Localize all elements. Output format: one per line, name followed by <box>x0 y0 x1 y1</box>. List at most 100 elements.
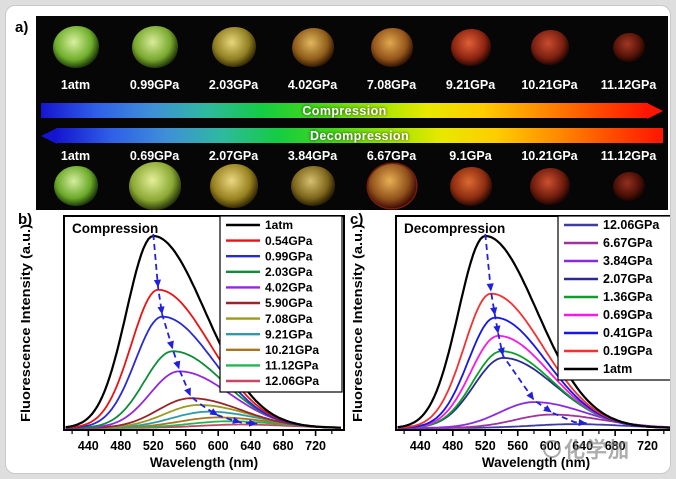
watermark-logo-icon <box>543 440 561 458</box>
sample-photo <box>367 164 416 208</box>
sample-photo <box>612 171 645 201</box>
legend-entry-label: 3.84GPa <box>603 254 653 268</box>
legend-entry-label: 2.07GPa <box>603 272 653 286</box>
pressure-label: 6.67GPa <box>366 148 417 163</box>
x-tick-label: 560 <box>507 439 528 453</box>
label-cell: 2.03GPa <box>194 77 273 92</box>
x-tick-label: 640 <box>240 439 261 453</box>
photo-cell <box>510 164 589 208</box>
x-tick-label: 440 <box>410 439 431 453</box>
arrowhead-icon <box>578 418 587 427</box>
photo-cell <box>273 164 352 208</box>
photo-cell <box>589 164 668 208</box>
legend-entry-label: 1.36GPa <box>603 290 653 304</box>
arrowhead-icon <box>184 387 191 397</box>
legend-entry-label: 6.67GPa <box>603 236 653 250</box>
photo-cell <box>115 19 194 75</box>
pressure-label: 11.12GPa <box>600 77 657 92</box>
y-axis-title: Fluorescence Intensity (a.u.) <box>19 224 33 422</box>
pressure-label: 1atm <box>60 148 91 163</box>
arrowhead-icon <box>248 419 258 427</box>
label-cell: 10.21GPa <box>510 77 589 92</box>
spectrum-curve-1atm <box>397 234 670 429</box>
left-arrowhead-icon <box>41 127 57 144</box>
decompression-gradient-bar: Decompression <box>56 128 663 143</box>
chart-title: Decompression <box>404 221 505 236</box>
x-tick-label: 480 <box>442 439 463 453</box>
photo-cell <box>510 19 589 75</box>
photo-cell <box>36 164 115 208</box>
x-tick-label: 480 <box>110 439 131 453</box>
x-tick-label: 680 <box>273 439 294 453</box>
panel-a-label: a) <box>15 19 29 36</box>
legend: 12.06GPa 6.67GPa 3.84GPa 2.07GPa 1.36GPa 0.69… <box>557 215 670 381</box>
photo-cell <box>431 164 510 208</box>
label-cell: 1atm <box>36 148 115 163</box>
figure-card: a) 1atm 0.99GPa 2.03GPa 4.02GPa 7.08GPa 9.21G… <box>5 5 671 474</box>
y-axis-title: Fluorescence Intensity (a.u.) <box>351 224 365 422</box>
x-tick-label: 720 <box>637 439 658 453</box>
label-cell: 10.21GPa <box>510 148 589 163</box>
photo-cell <box>273 19 352 75</box>
sample-photo <box>52 26 99 68</box>
x-tick-label: 520 <box>475 439 496 453</box>
sample-photo <box>530 29 569 65</box>
legend-entry-label: 7.08GPa <box>265 312 313 326</box>
legend-entry-label: 0.99GPa <box>265 249 313 263</box>
right-arrowhead-icon <box>647 102 663 119</box>
legend-entry-label: 11.12GPa <box>265 359 319 373</box>
pressure-label: 9.1GPa <box>449 148 492 163</box>
legend-entry-label: 1atm <box>265 218 293 232</box>
sample-photo <box>450 28 491 66</box>
pressure-label: 4.02GPa <box>287 77 338 92</box>
x-tick-label: 520 <box>143 439 164 453</box>
legend-entry-label: 12.06GPa <box>603 218 660 232</box>
sample-photo <box>290 166 335 206</box>
arrowhead-icon <box>486 283 494 292</box>
label-cell: 0.69GPa <box>115 148 194 163</box>
arrowhead-icon <box>153 279 162 288</box>
label-cell: 9.21GPa <box>431 77 510 92</box>
panel-b: b) 440 480 520 560 600 640 680 720 Wavelength (n… <box>16 210 350 473</box>
x-axis-title: Wavelength (nm) <box>482 455 590 470</box>
compression-pressure-labels: 1atm 0.99GPa 2.03GPa 4.02GPa 7.08GPa 9.21GPa 1… <box>36 77 668 92</box>
panel-a: 1atm 0.99GPa 2.03GPa 4.02GPa 7.08GPa 9.21GPa 1… <box>36 16 668 210</box>
panel-b-label: b) <box>18 211 33 228</box>
decompression-photo-row <box>36 162 668 210</box>
arrowhead-icon <box>173 360 181 370</box>
sample-photo <box>529 167 570 205</box>
pressure-label: 7.08GPa <box>366 77 417 92</box>
pressure-label: 1atm <box>60 77 91 92</box>
legend-entry-label: 10.21GPa <box>265 343 319 357</box>
arrowhead-icon <box>543 405 552 413</box>
arrowhead-icon <box>209 408 219 416</box>
legend-entry-label: 1atm <box>603 362 632 376</box>
legend-entry-label: 2.03GPa <box>265 265 313 279</box>
watermark: 化学加 <box>543 434 630 464</box>
photo-cell <box>431 19 510 75</box>
arrowhead-icon <box>232 416 241 424</box>
sample-photo <box>612 32 645 62</box>
photo-cell <box>352 164 431 208</box>
x-tick-label: 680 <box>605 439 626 453</box>
photo-cell <box>352 19 431 75</box>
label-cell: 1atm <box>36 77 115 92</box>
sample-photo <box>370 27 413 67</box>
arrowhead-icon <box>526 391 534 401</box>
curves-group <box>65 234 341 429</box>
sample-photo <box>449 166 492 206</box>
arrowhead-icon <box>493 325 501 334</box>
label-cell: 2.07GPa <box>194 148 273 163</box>
arrowhead-icon <box>166 340 174 350</box>
curves-group <box>397 234 670 429</box>
label-cell: 11.12GPa <box>589 148 668 163</box>
pressure-label: 2.03GPa <box>208 77 259 92</box>
pressure-label: 2.07GPa <box>208 148 259 163</box>
sample-photo <box>128 162 181 210</box>
sample-photo <box>291 27 334 67</box>
compression-photo-row <box>36 19 668 75</box>
decompression-arrow: Decompression <box>41 127 663 144</box>
pressure-label: 10.21GPa <box>521 77 578 92</box>
arrowhead-icon <box>497 347 505 356</box>
